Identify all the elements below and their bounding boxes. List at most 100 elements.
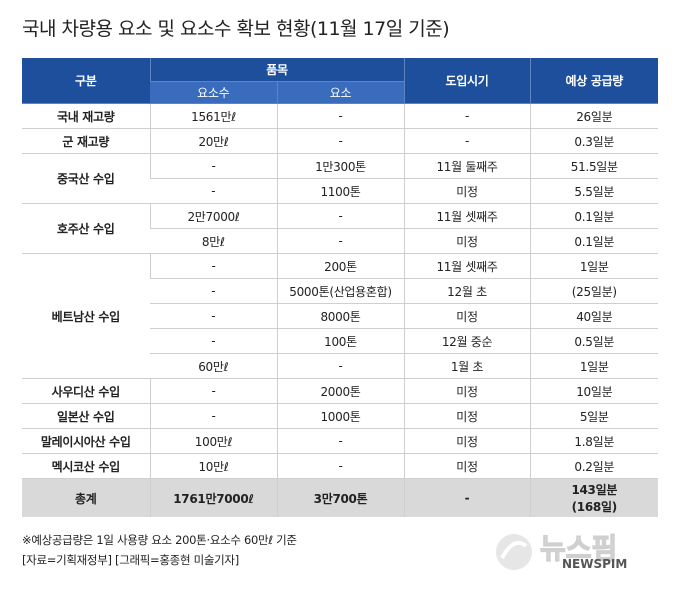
title: 국내 차량용 요소 및 요소수 확보 현황(11월 17일 기준) bbox=[22, 18, 450, 40]
table-cell: 1.8일분 bbox=[529, 428, 659, 454]
header-cell: 품목 bbox=[149, 58, 405, 82]
table-cell: - bbox=[403, 103, 531, 129]
table-cell: 10만ℓ bbox=[149, 453, 277, 479]
table-cell: 미정 bbox=[403, 378, 531, 404]
table-row: 베트남산 수입 -200톤 11월 셋째주 1일분 bbox=[22, 253, 659, 379]
note: [자료=기획재정부] [그래픽=홍종현 미술기자] bbox=[22, 553, 239, 567]
table-cell: 1561만ℓ bbox=[149, 103, 277, 129]
table-cell: - bbox=[403, 128, 531, 154]
table-cell: 0.1일분 bbox=[529, 228, 659, 254]
table-cell: 0.2일분 bbox=[529, 453, 659, 479]
table-row: 멕시코산 수입 10만ℓ - 미정 0.2일분 bbox=[22, 453, 659, 479]
table-row: 군 재고량 20만ℓ - -0.3일분 bbox=[22, 128, 659, 154]
table-cell: 11월 셋째주 bbox=[403, 203, 531, 229]
table-cell: 40일분 bbox=[529, 303, 659, 329]
table-row: -5000톤(산업용혼합) 12월 초 (25일분) bbox=[22, 278, 659, 304]
table-cell: 100톤 bbox=[276, 328, 405, 354]
header-cell: 요소수 bbox=[150, 81, 277, 104]
table-cell: 2000톤 bbox=[276, 378, 405, 404]
table-cell: 1일분 bbox=[529, 353, 659, 379]
table-cell: - bbox=[149, 378, 277, 404]
total-cell: 143일분 (168일) bbox=[529, 478, 659, 517]
table-cell: 20만ℓ bbox=[149, 128, 277, 154]
table-row: 일본산 수입 -1000톤 미정 5일분 bbox=[22, 403, 659, 429]
table-row: -8000톤 미정 40일분 bbox=[22, 303, 659, 329]
table-row: 호주산 수입 2만7000ℓ -11월 셋째주 0.1일분 bbox=[22, 203, 659, 254]
table-cell: 미정 bbox=[403, 303, 531, 329]
table-cell: 2만7000ℓ bbox=[149, 203, 277, 229]
table-cell: 12월 초 bbox=[403, 278, 531, 304]
group-label: 호주산 수입 bbox=[22, 203, 150, 254]
total-cell: - bbox=[403, 478, 531, 517]
table-cell: - bbox=[276, 428, 405, 454]
table-cell: 5000톤(산업용혼합) bbox=[276, 278, 405, 304]
table-row: 60만ℓ -1월 초 1일분 bbox=[22, 353, 659, 379]
table-cell: - bbox=[276, 353, 405, 379]
total-supply-line: 143일분 bbox=[571, 483, 618, 497]
table-cell: 0.5일분 bbox=[529, 328, 659, 354]
table-row: 총계 1761만7000ℓ 3만700톤 - 143일분 (168일) bbox=[22, 478, 659, 517]
group-label: 일본산 수입 bbox=[22, 403, 150, 429]
table-cell: - bbox=[276, 103, 405, 129]
group-label: 멕시코산 수입 bbox=[22, 453, 150, 479]
table-cell: 8000톤 bbox=[276, 303, 405, 329]
table-cell: 1월 초 bbox=[403, 353, 531, 379]
group-label: 사우디산 수입 bbox=[22, 378, 150, 404]
supply-table: 구분 품목 도입시기 예상 공급량 요소수 요소 국내 재고량 1561만ℓ - -2… bbox=[22, 58, 659, 517]
header-cell: 도입시기 bbox=[403, 58, 531, 104]
table-cell: (25일분) bbox=[529, 278, 659, 304]
group-label: 군 재고량 bbox=[22, 128, 150, 154]
table-row: 말레이시아산 수입 100만ℓ - 미정 1.8일분 bbox=[22, 428, 659, 454]
total-cell: 총계 bbox=[22, 478, 150, 517]
table-cell: 미정 bbox=[403, 453, 531, 479]
table-row: 국내 재고량 1561만ℓ - -26일분 bbox=[22, 103, 659, 129]
table-cell: - bbox=[149, 153, 277, 179]
table-cell: - bbox=[149, 403, 277, 429]
table-cell: - bbox=[150, 178, 277, 204]
table-cell: 12월 중순 bbox=[403, 328, 531, 354]
table-cell: 1000톤 bbox=[276, 403, 405, 429]
table-cell: - bbox=[149, 253, 277, 279]
logo-swoosh bbox=[500, 541, 528, 559]
table-cell: - bbox=[276, 453, 405, 479]
table-row: 중국산 수입 -1만300톤 11월 둘째주 51.5일분 bbox=[22, 153, 659, 204]
table-cell: 미정 bbox=[403, 403, 531, 429]
table-cell: 60만ℓ bbox=[150, 353, 277, 379]
note: ※예상공급량은 1일 사용량 요소 200톤·요소수 60만ℓ 기준 bbox=[22, 533, 297, 547]
total-cell: 3만700톤 bbox=[276, 478, 405, 517]
table-cell: 11월 셋째주 bbox=[403, 253, 531, 279]
table-cell: 10일분 bbox=[529, 378, 659, 404]
table-cell: 200톤 bbox=[276, 253, 405, 279]
group-label: 중국산 수입 bbox=[22, 153, 150, 204]
table-row: -1100톤 미정 5.5일분 bbox=[22, 178, 659, 204]
table-row: 사우디산 수입 -2000톤 미정 10일분 bbox=[22, 378, 659, 404]
table-cell: 5일분 bbox=[529, 403, 659, 429]
table-cell: 미정 bbox=[403, 228, 531, 254]
table-cell: 미정 bbox=[403, 428, 531, 454]
table-cell: - bbox=[276, 128, 405, 154]
table-cell: - bbox=[276, 228, 405, 254]
table-cell: 0.1일분 bbox=[529, 203, 659, 229]
header-cell: 요소 bbox=[276, 81, 405, 104]
table-cell: 1만300톤 bbox=[276, 153, 405, 179]
table-cell: 1일분 bbox=[529, 253, 659, 279]
logo bbox=[496, 534, 532, 570]
table-cell: 26일분 bbox=[529, 103, 659, 129]
group-label: 베트남산 수입 bbox=[22, 253, 150, 379]
table-cell: 1100톤 bbox=[276, 178, 405, 204]
watermark-ko: 뉴스핌 bbox=[540, 532, 617, 565]
total-supply-line: (168일) bbox=[571, 500, 618, 514]
table-row: 8만ℓ - 미정 0.1일분 bbox=[22, 228, 659, 254]
table-cell: - bbox=[150, 278, 277, 304]
table-cell: 11월 둘째주 bbox=[403, 153, 531, 179]
table-cell: - bbox=[276, 203, 405, 229]
watermark: 뉴스핌 NEWSPIM bbox=[496, 531, 627, 571]
table-cell: 100만ℓ bbox=[149, 428, 277, 454]
table-cell: 51.5일분 bbox=[529, 153, 659, 179]
table-cell: - bbox=[150, 328, 277, 354]
header-cell: 예상 공급량 bbox=[529, 58, 659, 104]
table-cell: 8만ℓ bbox=[150, 228, 277, 254]
header-cell: 구분 bbox=[22, 58, 150, 104]
table-cell: - bbox=[150, 303, 277, 329]
